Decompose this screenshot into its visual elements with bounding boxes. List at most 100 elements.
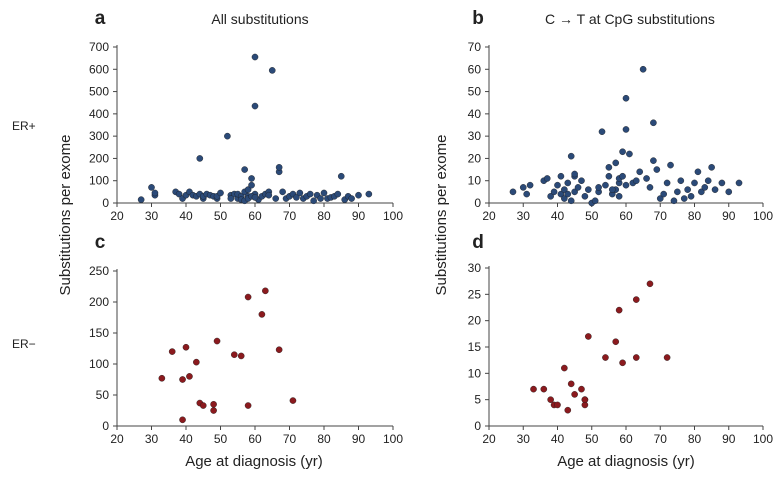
data-point (632, 354, 640, 361)
data-point (632, 296, 640, 303)
data-point (158, 374, 166, 382)
panel-a-title: All substitutions (211, 11, 308, 27)
data-point (196, 155, 204, 162)
y-axis-title-left: Substitutions per exome (57, 135, 74, 296)
data-point (578, 177, 585, 185)
x-tick-label: 40 (551, 209, 565, 223)
data-point (151, 189, 159, 197)
data-point (557, 190, 565, 198)
x-tick-label: 50 (585, 209, 599, 223)
data-point (698, 188, 705, 196)
data-point (567, 197, 575, 205)
data-point (230, 351, 238, 359)
data-point (550, 188, 558, 196)
data-point (168, 348, 176, 355)
y-tick-label: 250 (89, 264, 109, 278)
data-point (643, 175, 650, 182)
data-point (262, 287, 269, 295)
data-point (578, 385, 585, 393)
data-point (602, 354, 609, 361)
data-point (365, 190, 373, 198)
data-point (248, 181, 255, 189)
data-point (179, 416, 186, 424)
x-tick-label: 90 (352, 209, 366, 223)
x-tick-label: 50 (214, 209, 228, 223)
data-point (615, 193, 623, 200)
x-tick-label: 30 (145, 209, 159, 223)
panel-c-letter: c (95, 232, 106, 253)
x-tick-label: 70 (654, 209, 668, 223)
data-point (557, 172, 565, 180)
data-point (656, 195, 664, 202)
data-point (275, 164, 283, 171)
data-point (708, 164, 715, 171)
x-tick-label: 30 (517, 432, 531, 446)
y-tick-label: 5 (474, 393, 481, 407)
data-point (591, 197, 599, 205)
data-point (632, 177, 640, 185)
data-point (310, 197, 317, 205)
x-tick-label: 90 (722, 432, 736, 446)
data-point (186, 373, 193, 380)
x-tick-label: 40 (551, 432, 565, 446)
data-point (561, 195, 568, 202)
data-point (735, 179, 743, 187)
data-point (265, 191, 273, 199)
x-tick-label: 80 (317, 209, 331, 223)
data-point (241, 166, 248, 173)
y-tick-label: 0 (474, 196, 481, 210)
data-point (571, 170, 578, 178)
x-tick-label: 40 (179, 209, 193, 223)
data-point (667, 161, 674, 169)
y-tick-label: 50 (96, 388, 110, 402)
data-point (296, 189, 304, 197)
y-tick-label: 10 (468, 366, 482, 380)
data-point (355, 191, 362, 199)
data-point (523, 190, 530, 198)
data-point (244, 186, 252, 193)
y-tick-label: 30 (468, 129, 482, 143)
panel-b-title: C → T at CpG substitutions (545, 11, 715, 27)
data-point (701, 184, 709, 191)
data-point (567, 380, 575, 388)
x-tick-label: 100 (383, 209, 403, 223)
y-tick-label: 15 (468, 340, 482, 354)
y-tick-label: 200 (89, 295, 109, 309)
x-tick-label: 40 (179, 432, 193, 446)
x-tick-label: 60 (619, 432, 633, 446)
x-tick-label: 50 (214, 432, 228, 446)
data-point (547, 396, 554, 403)
x-tick-label: 100 (383, 432, 403, 446)
data-point (564, 179, 572, 187)
data-point (334, 190, 342, 198)
data-point (530, 385, 537, 393)
y-axis-title-right: Substitutions per exome (433, 135, 450, 296)
data-point (268, 67, 276, 74)
data-point (306, 190, 314, 198)
data-point (199, 402, 207, 409)
data-point (653, 166, 661, 173)
data-point (148, 184, 155, 191)
x-tick-label: 70 (283, 209, 297, 223)
data-point (646, 280, 654, 288)
data-point (519, 184, 527, 191)
x-tick-label: 20 (482, 209, 496, 223)
y-tick-label: 100 (89, 357, 109, 371)
data-point (213, 337, 221, 345)
y-tick-label: 30 (468, 261, 482, 275)
x-tick-label: 20 (110, 432, 124, 446)
x-tick-label: 60 (619, 209, 633, 223)
panel-d-plot: 20 30 40 50 60 70 80 90 100 0 5 10 15 20 25 30 (468, 261, 774, 446)
data-point (680, 195, 688, 202)
data-point (684, 186, 691, 193)
data-point (279, 188, 286, 196)
data-point (605, 164, 613, 171)
data-point (244, 402, 252, 409)
data-point (564, 406, 572, 414)
x-axis-title-left: Age at diagnosis (yr) (185, 453, 323, 470)
x-tick-label: 80 (317, 432, 331, 446)
x-tick-label: 90 (352, 432, 366, 446)
panel-c-plot: 20 30 40 50 60 70 80 90 100 0 50 100 150 200 250 (89, 264, 403, 446)
data-point (598, 128, 606, 135)
